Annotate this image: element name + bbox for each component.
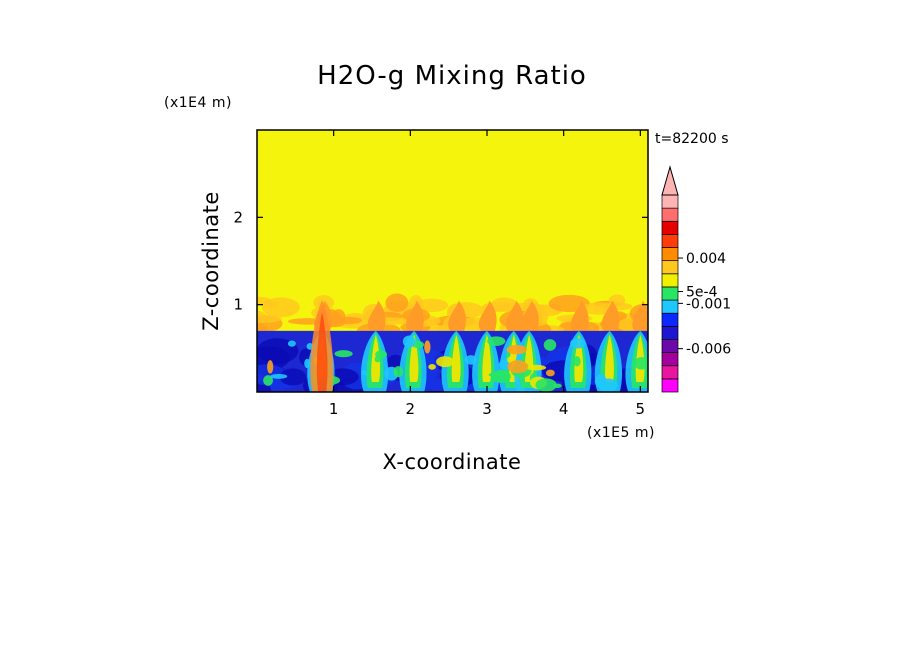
lower-layer-patch [334,350,353,358]
plume-top [601,300,620,331]
strong-plume-core [316,312,328,392]
plume-core [605,334,614,382]
colorbar-segment [661,207,679,222]
colorbar-segment [661,194,679,209]
colorbar-segment [661,260,679,275]
lower-layer-patch [487,336,506,346]
lower-layer-patch [393,366,404,378]
mixed-layer-blob [415,298,449,313]
colorbar-label: 5e-4 [686,285,718,301]
colorbar-segment [661,352,679,367]
lower-layer [257,300,648,392]
colorbar-segment [661,286,679,301]
colorbar-segment [661,299,679,314]
lower-layer-patch [570,338,586,349]
y-axis-label: Z-coordinate [199,191,223,331]
lower-layer-eddy [257,346,290,370]
x-tick-label: 1 [329,400,339,418]
lower-layer-patch [545,369,555,377]
lower-layer-patch [428,364,436,370]
lower-layer-patch [594,374,607,388]
plume-top [570,300,589,331]
colorbar-segment [661,247,679,262]
colorbar-label: 0.004 [686,251,726,267]
lower-layer-eddy [279,368,307,386]
x-unit-label: (x1E5 m) [587,425,655,441]
colorbar-segment [661,378,679,393]
lower-layer-patch [270,373,288,379]
colorbar-segment [661,365,679,380]
plot-frame [256,129,649,393]
y-tick-label: 2 [233,208,243,226]
plume-top [448,300,466,331]
lower-layer-patch [287,340,296,347]
lower-layer-patch [402,335,416,348]
plume-top [521,300,539,331]
x-axis-label: X-coordinate [383,450,522,474]
colorbar-label: -0.001 [686,296,731,312]
colorbar-extend-arrow [661,165,679,196]
x-tick-label: 2 [406,400,416,418]
mixed-layer-blob [261,297,300,318]
colorbar: 0.004 5e-4-0.001 -0.006 [661,165,731,393]
lower-layer-patch [263,375,273,386]
x-axis: 1 2 3 4 5 [329,130,645,418]
y-axis: 12 [233,208,648,314]
colorbar-segment [661,339,679,353]
mixed-layer-blob [313,295,335,311]
lower-layer-patch [361,370,368,376]
lower-layer-patch [543,339,557,351]
lower-layer-patch [573,356,581,367]
colorbar-segment [661,312,679,327]
colorbar-label: -0.006 [686,342,731,358]
mixed-layer-blob [257,296,272,305]
plume-top [632,300,648,331]
time-label: t=82200 s [655,131,729,147]
x-tick-label: 5 [636,400,646,418]
plume-top [478,300,497,331]
lower-layer-patch [464,355,478,365]
mixed-layer-blob [385,293,409,312]
y-unit-label: (x1E4 m) [164,95,232,111]
x-tick-label: 3 [482,400,492,418]
plume-core [482,334,492,382]
colorbar-segment [661,273,679,288]
lower-layer-patch [535,378,557,392]
chart-title: H2O-g Mixing Ratio [317,61,587,91]
lower-layer-patch [507,360,529,374]
lower-layer-patch [436,356,455,368]
lower-layer-patch [304,358,311,369]
lower-layer-patch [634,357,648,370]
plume-top [367,300,386,331]
plot-area [257,130,648,392]
lower-layer-patch [488,372,509,378]
colorbar-segment [661,234,679,248]
colorbar-segment [661,220,679,235]
lower-layer-patch [525,364,547,371]
x-tick-label: 4 [559,400,569,418]
y-tick-label: 1 [233,296,243,314]
lower-layer-patch [267,360,274,374]
lower-layer-patch [506,344,527,355]
colorbar-segment [661,325,679,340]
lower-layer-patch [374,356,381,363]
plume-top [505,300,524,331]
lower-layer-patch [424,340,431,354]
plume-top [406,300,424,331]
plume-core [451,334,461,382]
